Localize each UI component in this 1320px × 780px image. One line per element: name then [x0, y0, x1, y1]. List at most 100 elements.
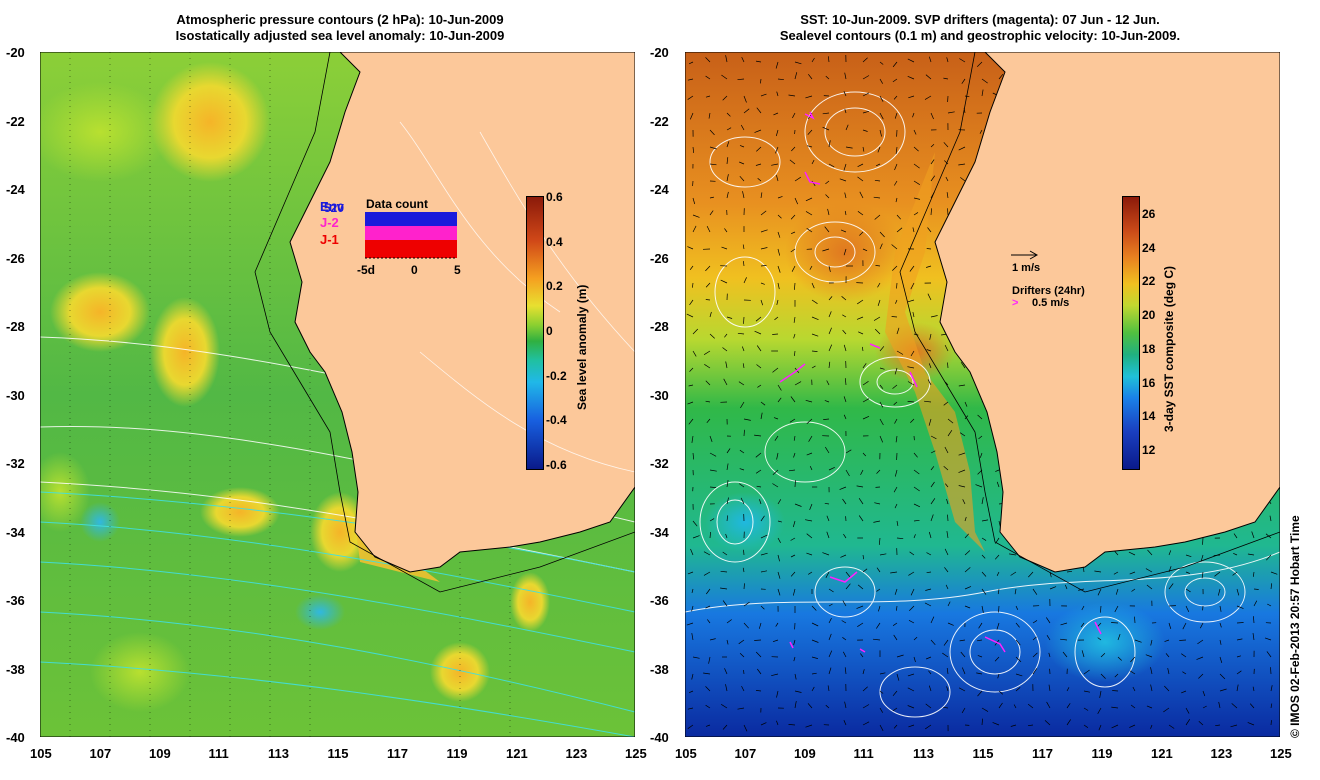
velocity-arrow	[860, 653, 864, 658]
velocity-arrow	[771, 673, 779, 677]
velocity-arrow	[894, 112, 898, 119]
velocity-arrow	[960, 651, 966, 658]
velocity-arrow	[788, 724, 796, 726]
velocity-arrow	[709, 531, 711, 539]
velocity-arrow	[691, 673, 694, 680]
velocity-arrow	[862, 568, 868, 573]
velocity-arrow	[879, 61, 884, 65]
velocity-arrow	[945, 176, 949, 182]
velocity-arrow	[725, 361, 728, 369]
velocity-arrow	[857, 584, 864, 590]
velocity-arrow	[705, 380, 711, 386]
velocity-arrow	[708, 656, 711, 664]
velocity-arrow	[873, 196, 881, 199]
velocity-arrow	[760, 534, 768, 539]
velocity-arrow	[1097, 637, 1102, 641]
velocity-arrow	[873, 316, 881, 321]
velocity-arrow	[947, 208, 949, 216]
velocity-arrow	[1164, 639, 1170, 642]
velocity-arrow	[994, 554, 1000, 560]
velocity-arrow	[856, 485, 864, 488]
velocity-arrow	[892, 707, 898, 712]
velocity-arrow	[777, 571, 781, 579]
velocity-arrow	[997, 673, 1000, 679]
velocity-arrow	[726, 448, 731, 454]
velocity-arrow	[981, 605, 984, 613]
left-y-tick-4: -28	[6, 319, 25, 334]
velocity-arrow	[910, 418, 915, 423]
velocity-arrow	[925, 656, 932, 660]
velocity-arrow	[996, 571, 1000, 576]
velocity-arrow	[947, 622, 954, 626]
velocity-arrow	[705, 57, 711, 63]
velocity-arrow	[856, 605, 864, 609]
velocity-arrow	[740, 401, 745, 409]
velocity-arrow	[981, 519, 989, 522]
velocity-arrow	[947, 601, 951, 607]
velocity-arrow	[879, 435, 884, 443]
velocity-arrow	[1219, 656, 1223, 664]
left-map	[40, 52, 635, 737]
velocity-arrow	[737, 332, 745, 335]
velocity-arrow	[907, 58, 915, 63]
velocity-arrow	[811, 656, 818, 659]
velocity-arrow	[692, 225, 697, 233]
velocity-arrow	[896, 537, 904, 540]
velocity-arrow	[964, 550, 971, 556]
velocity-arrow	[760, 722, 767, 726]
velocity-arrow	[794, 673, 797, 680]
velocity-arrow	[758, 622, 762, 629]
velocity-arrow	[894, 469, 898, 477]
velocity-arrow	[1270, 667, 1272, 675]
velocity-arrow	[806, 228, 813, 233]
velocity-arrow	[777, 196, 783, 199]
velocity-arrow	[811, 159, 815, 165]
velocity-arrow	[913, 519, 920, 522]
velocity-arrow	[721, 246, 728, 250]
velocity-arrow	[775, 61, 779, 69]
left-y-tick-7: -34	[6, 524, 25, 540]
velocity-arrow	[791, 265, 796, 272]
velocity-arrow	[896, 227, 903, 233]
velocity-arrow	[977, 414, 983, 420]
velocity-arrow	[1249, 703, 1255, 709]
velocity-arrow	[705, 724, 711, 727]
velocity-arrow	[996, 622, 1000, 630]
velocity-arrow	[772, 639, 779, 643]
velocity-arrow	[793, 316, 796, 323]
velocity-arrow	[1164, 685, 1170, 692]
velocity-arrow	[930, 435, 937, 440]
velocity-arrow	[760, 192, 763, 199]
velocity-arrow	[688, 61, 694, 65]
velocity-arrow	[964, 586, 972, 590]
velocity-arrow	[790, 214, 796, 220]
velocity-arrow	[691, 605, 694, 612]
velocity-arrow	[842, 600, 847, 607]
velocity-arrow	[992, 722, 1000, 726]
velocity-arrow	[876, 588, 881, 592]
velocity-arrow	[913, 163, 920, 169]
velocity-arrow	[689, 367, 694, 372]
velocity-arrow	[1253, 588, 1259, 590]
velocity-arrow	[1270, 583, 1273, 590]
velocity-arrow	[926, 552, 932, 556]
velocity-arrow	[742, 244, 745, 250]
velocity-arrow	[862, 381, 869, 386]
velocity-arrow	[705, 400, 711, 403]
velocity-arrow	[739, 449, 745, 454]
velocity-arrow	[890, 571, 898, 574]
left-y-tick-9: -38	[6, 661, 25, 677]
velocity-arrow	[981, 571, 987, 577]
velocity-arrow	[842, 637, 847, 641]
velocity-arrow	[1128, 551, 1136, 556]
velocity-arrow	[760, 412, 763, 420]
velocity-arrow	[1032, 636, 1037, 641]
velocity-arrow	[726, 515, 729, 522]
velocity-arrow	[722, 724, 728, 730]
velocity-arrow	[705, 282, 711, 288]
velocity-arrow	[857, 299, 864, 305]
velocity-arrow	[1028, 571, 1034, 578]
velocity-arrow	[709, 210, 714, 216]
velocity-arrow	[893, 180, 898, 186]
credit: © IMOS 02-Feb-2013 20:57 Hobart Time	[1288, 515, 1302, 738]
